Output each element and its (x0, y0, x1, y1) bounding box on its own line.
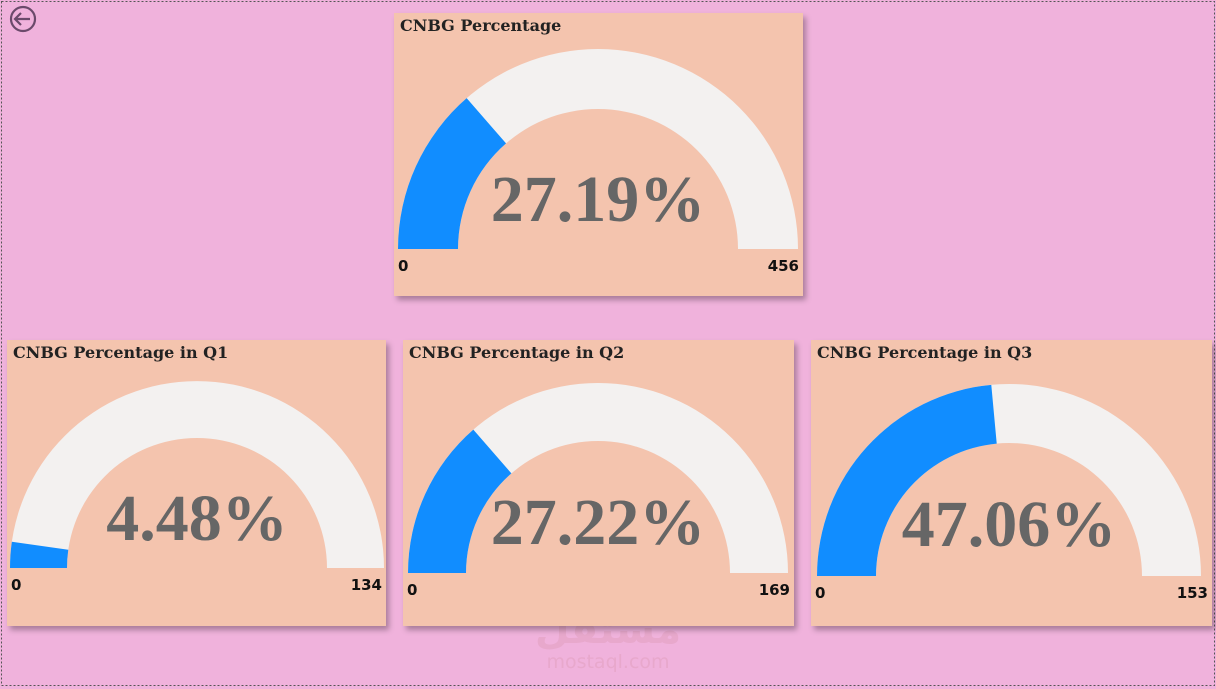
card-title: CNBG Percentage (400, 16, 561, 35)
gauge-end-label: 456 (768, 257, 799, 275)
gauge-card: CNBG Percentage 27.19% 0 456 (394, 13, 803, 296)
gauge-track (398, 49, 798, 249)
back-button[interactable] (9, 5, 37, 33)
gauge-fill (398, 98, 507, 249)
gauge-card: CNBG Percentage in Q2 27.22% 0 169 (403, 340, 794, 626)
gauge-card: CNBG Percentage in Q1 4.48% 0 134 (7, 340, 386, 626)
gauge-value: 4.48% (106, 482, 288, 555)
gauge-end-label: 153 (1177, 584, 1208, 602)
gauge-track (10, 381, 384, 568)
gauge-fill (408, 429, 512, 573)
gauge-end-label: 0 (815, 584, 825, 602)
gauge-end-label: 0 (407, 581, 417, 599)
card-title: CNBG Percentage in Q2 (409, 343, 624, 362)
gauge-value: 27.22% (491, 486, 706, 559)
gauge-value: 47.06% (902, 488, 1117, 561)
card-title: CNBG Percentage in Q1 (13, 343, 228, 362)
gauge-card: CNBG Percentage in Q3 47.06% 0 153 (811, 340, 1212, 626)
gauge-end-label: 0 (11, 576, 21, 594)
gauge-end-label: 0 (398, 257, 408, 275)
gauge-value: 27.19% (491, 163, 706, 236)
gauge-end-label: 134 (351, 576, 382, 594)
gauge-fill (817, 384, 997, 576)
gauge-fill (10, 541, 69, 568)
watermark-latin: mostaql.com (546, 651, 669, 673)
card-title: CNBG Percentage in Q3 (817, 343, 1032, 362)
gauge-end-label: 169 (759, 581, 790, 599)
gauge-track (408, 383, 788, 573)
